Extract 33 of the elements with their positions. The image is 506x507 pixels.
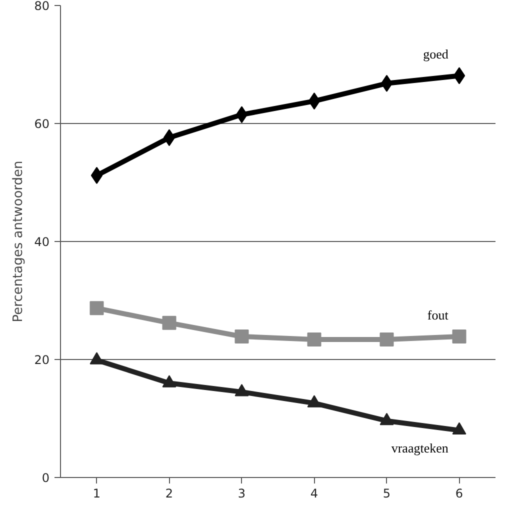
- point: [234, 384, 249, 396]
- x-tick-label: 5: [382, 486, 391, 500]
- point: [162, 375, 176, 388]
- point: [307, 332, 322, 346]
- point: [380, 412, 394, 426]
- y-tick-label: 80: [34, 0, 50, 13]
- point: [453, 67, 466, 84]
- point: [452, 422, 466, 435]
- x-tick-label: 6: [455, 486, 464, 500]
- x-tick-label: 3: [238, 486, 246, 500]
- series-label: vraagteken: [391, 440, 449, 456]
- y-tick-label: 20: [34, 353, 50, 367]
- y-tick-label: 40: [34, 235, 50, 249]
- point: [452, 329, 466, 344]
- y-tick-label: 0: [42, 471, 50, 485]
- y-tick-label: 60: [34, 117, 50, 131]
- point: [308, 92, 320, 110]
- point: [162, 316, 176, 330]
- series-label: goed: [423, 46, 449, 62]
- x-tick-label: 2: [165, 486, 174, 500]
- point: [236, 106, 248, 124]
- point: [380, 332, 394, 346]
- point: [90, 166, 103, 184]
- point: [234, 329, 249, 344]
- x-tick-label: 1: [92, 486, 101, 500]
- series-label: fout: [427, 307, 449, 322]
- x-tick-label: 4: [310, 486, 318, 500]
- point: [380, 74, 393, 92]
- point: [163, 129, 176, 146]
- point: [307, 395, 322, 408]
- y-axis-title: Percentages antwoorden: [11, 160, 26, 322]
- point: [90, 301, 104, 316]
- point: [90, 352, 104, 364]
